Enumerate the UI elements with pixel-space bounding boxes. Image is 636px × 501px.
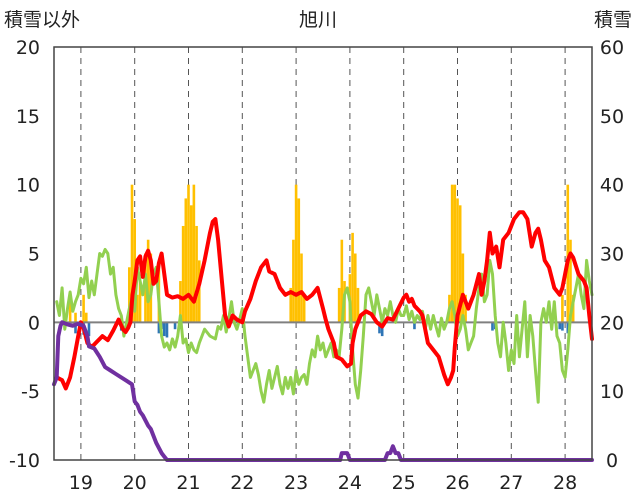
precip-bar-24 [297,198,301,323]
precip-bar-3 [84,312,88,323]
precip-bar-1 [74,312,77,323]
precip-bar-15 [184,198,188,323]
left-tick-label: 0 [28,312,40,334]
precip-bar-49 [157,322,161,334]
precip-bar-8 [138,281,142,323]
right-tick-label: 40 [600,175,624,197]
precip-bar-41 [561,294,564,323]
x-tick-label: 28 [553,472,577,494]
precip-bar-40 [464,294,467,323]
precip-bar-19 [195,225,198,323]
precip-bar-7 [136,294,139,323]
precip-bar-56 [413,322,416,330]
precip-bar-14 [181,225,185,323]
precip-bar-31 [351,232,354,323]
precip-bar-35 [450,184,454,323]
precip-bar-21 [289,287,293,323]
x-tick-label: 25 [392,472,416,494]
left-axis-label: 積雪以外 [4,9,80,31]
precip-bar-55 [380,322,384,337]
green-series-line [55,247,594,404]
precip-bar-16 [187,184,190,323]
left-tick-label: 15 [16,106,40,128]
left-tick-label: 10 [16,175,40,197]
precip-bar-2 [82,294,85,323]
precip-bar-59 [558,322,562,330]
precip-bar-61 [566,322,570,334]
right-tick-label: 20 [600,312,624,334]
series-lines [52,210,594,462]
precip-bar-27 [337,287,341,323]
precip-bar-57 [491,322,494,331]
snow-depth-line [52,320,594,462]
left-tick-label: -10 [9,450,40,472]
precip-bar-5 [130,184,134,323]
precip-bar-22 [292,239,295,323]
precip-bar-4 [128,267,131,323]
precip-bar-43 [569,239,572,323]
x-tick-label: 24 [338,472,362,494]
x-tick-label: 19 [69,472,93,494]
precip-bar-37 [456,198,459,323]
left-tick-label: 5 [28,244,40,266]
precip-bar-38 [458,205,462,323]
x-tick-label: 21 [176,472,200,494]
precip-bar-47 [87,322,91,337]
precip-bar-60 [561,322,564,331]
x-tick-label: 20 [123,472,147,494]
precip-bar-25 [300,253,303,323]
right-tick-label: 10 [600,381,624,403]
x-tick-label: 27 [499,472,523,494]
precip-bar-20 [197,260,201,323]
precip-bar-13 [179,281,182,323]
right-tick-label: 50 [600,106,624,128]
left-tick-label: 20 [16,37,40,59]
x-tick-label: 23 [284,472,308,494]
right-tick-label: 60 [600,37,624,59]
precip-bar-39 [461,253,465,323]
right-tick-label: 0 [606,450,618,472]
right-axis-label: 積雪 [594,9,632,31]
precip-bar-33 [356,287,360,323]
precip-bar-52 [165,322,169,338]
precip-bar-36 [453,184,457,323]
precip-bar-54 [378,322,381,334]
precip-bar-26 [302,294,306,323]
precip-bar-51 [162,322,166,337]
precip-bar-0 [68,297,72,323]
precip-bar-18 [192,184,196,323]
precip-bar-23 [294,184,298,323]
precip-bar-17 [189,205,193,323]
tick-labels: -10 -5 0 5 10 15 20 0 10 20 30 40 50 60 19 20 21 22 23 24 25… [9,37,624,494]
precip-bar-28 [340,239,344,323]
left-tick-label: -5 [21,381,40,403]
precip-bar-10 [146,239,150,323]
right-tick-label: 30 [600,244,624,266]
plot-border [53,46,593,461]
precip-bar-53 [173,322,177,330]
precip-bar-45 [74,322,77,334]
precip-bar-32 [353,253,357,323]
precip-bar-42 [566,184,570,323]
x-tick-label: 22 [230,472,254,494]
red-series-line [54,210,594,391]
x-tick-label: 26 [445,472,469,494]
plot-frame [53,46,593,461]
chart-title: 旭川 [299,9,337,31]
